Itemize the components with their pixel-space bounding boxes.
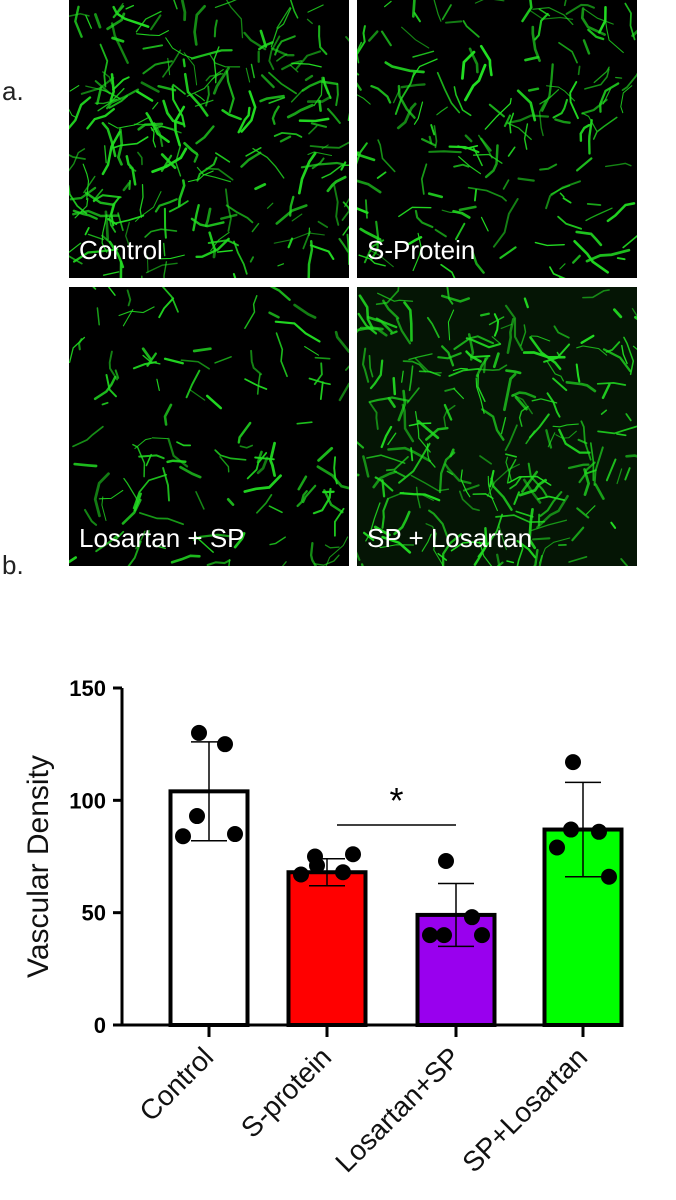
data-point bbox=[436, 927, 452, 944]
vessel-network-image bbox=[357, 287, 637, 566]
vessel-network-image bbox=[357, 0, 637, 278]
data-point bbox=[464, 909, 480, 926]
data-point bbox=[293, 866, 309, 883]
data-point bbox=[474, 927, 490, 944]
micrograph-caption: Losartan + SP bbox=[79, 523, 245, 553]
micrograph-control: Control bbox=[69, 0, 349, 278]
micrograph-caption: SP + Losartan bbox=[367, 523, 533, 553]
data-point bbox=[563, 821, 579, 838]
data-point bbox=[189, 808, 205, 825]
data-point bbox=[175, 828, 191, 845]
data-point bbox=[191, 724, 207, 741]
x-tick-label: Losartan+SP bbox=[329, 1041, 466, 1178]
data-point bbox=[307, 848, 323, 865]
vessel-network-image bbox=[69, 0, 349, 278]
significance-star: * bbox=[389, 780, 403, 821]
panel-label-a: a. bbox=[2, 76, 24, 106]
y-tick-label: 0 bbox=[94, 1013, 106, 1038]
data-point bbox=[549, 839, 565, 856]
micrograph-sp-losartan: SP + Losartan bbox=[357, 287, 637, 566]
y-tick-label: 50 bbox=[82, 901, 106, 926]
micrograph-caption: Control bbox=[79, 235, 163, 265]
y-tick-label: 100 bbox=[69, 788, 106, 813]
data-point bbox=[335, 864, 351, 881]
x-tick-label: Control bbox=[133, 1041, 219, 1127]
panel-label-b: b. bbox=[2, 550, 24, 580]
data-point bbox=[591, 823, 607, 840]
y-tick-label: 150 bbox=[69, 676, 106, 701]
data-point bbox=[217, 736, 233, 753]
micrograph-caption: S-Protein bbox=[367, 235, 476, 265]
data-point bbox=[601, 868, 617, 885]
data-point bbox=[227, 826, 243, 843]
data-point bbox=[438, 852, 454, 869]
bar-s-protein bbox=[286, 870, 368, 1027]
micrograph-losartan-sp: Losartan + SP bbox=[69, 287, 349, 566]
vessel-network-image bbox=[69, 287, 349, 566]
x-tick-label: S-protein bbox=[235, 1041, 337, 1143]
data-point bbox=[345, 846, 361, 863]
x-tick-label: SP+Losartan bbox=[456, 1041, 593, 1178]
vascular-density-bar-chart: 0 50 100 150 Vascular Density Control S-protei… bbox=[22, 676, 624, 1178]
data-point bbox=[422, 927, 438, 944]
y-axis-label: Vascular Density bbox=[22, 755, 55, 978]
data-point bbox=[565, 754, 581, 771]
micrograph-s-protein: S-Protein bbox=[357, 0, 637, 278]
